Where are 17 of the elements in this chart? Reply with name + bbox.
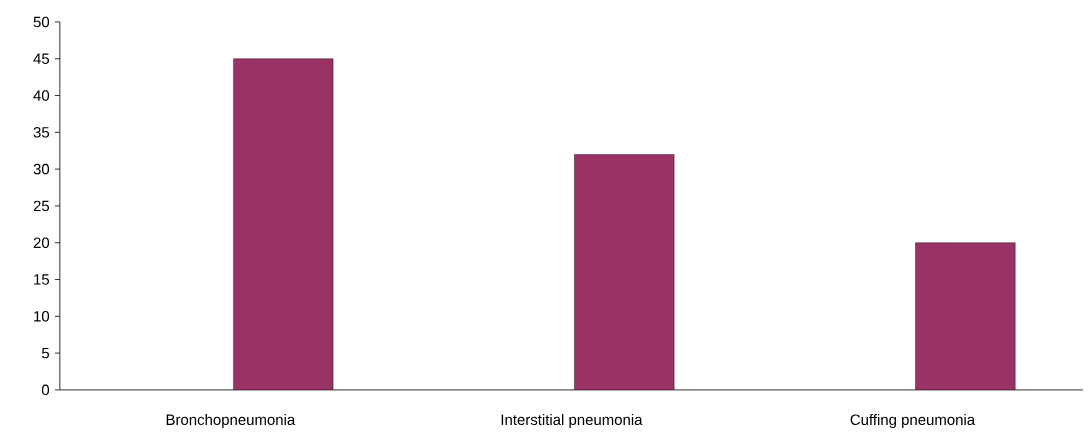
y-tick-label: 20 [33,237,50,249]
x-tick-label: Bronchopneumonia [166,414,296,429]
bar [233,58,334,391]
y-tick-label: 30 [33,163,50,175]
y-tick-label: 10 [34,311,50,322]
y-tick-label: 50 [33,16,50,28]
y-tick-label: 35 [33,127,50,138]
bar [574,154,675,391]
y-tick-label: 5 [41,348,50,359]
y-tick-label: 0 [41,384,50,396]
x-tick-label: Cuffing pneumonia [850,414,976,429]
y-tick-label: 45 [33,53,50,65]
bar [915,242,1016,391]
y-tick-label: 40 [33,90,50,101]
x-tick-label: Interstitial pneumonia [501,414,643,429]
y-tick-label: 25 [33,200,50,212]
y-tick-label: 15 [34,274,50,285]
